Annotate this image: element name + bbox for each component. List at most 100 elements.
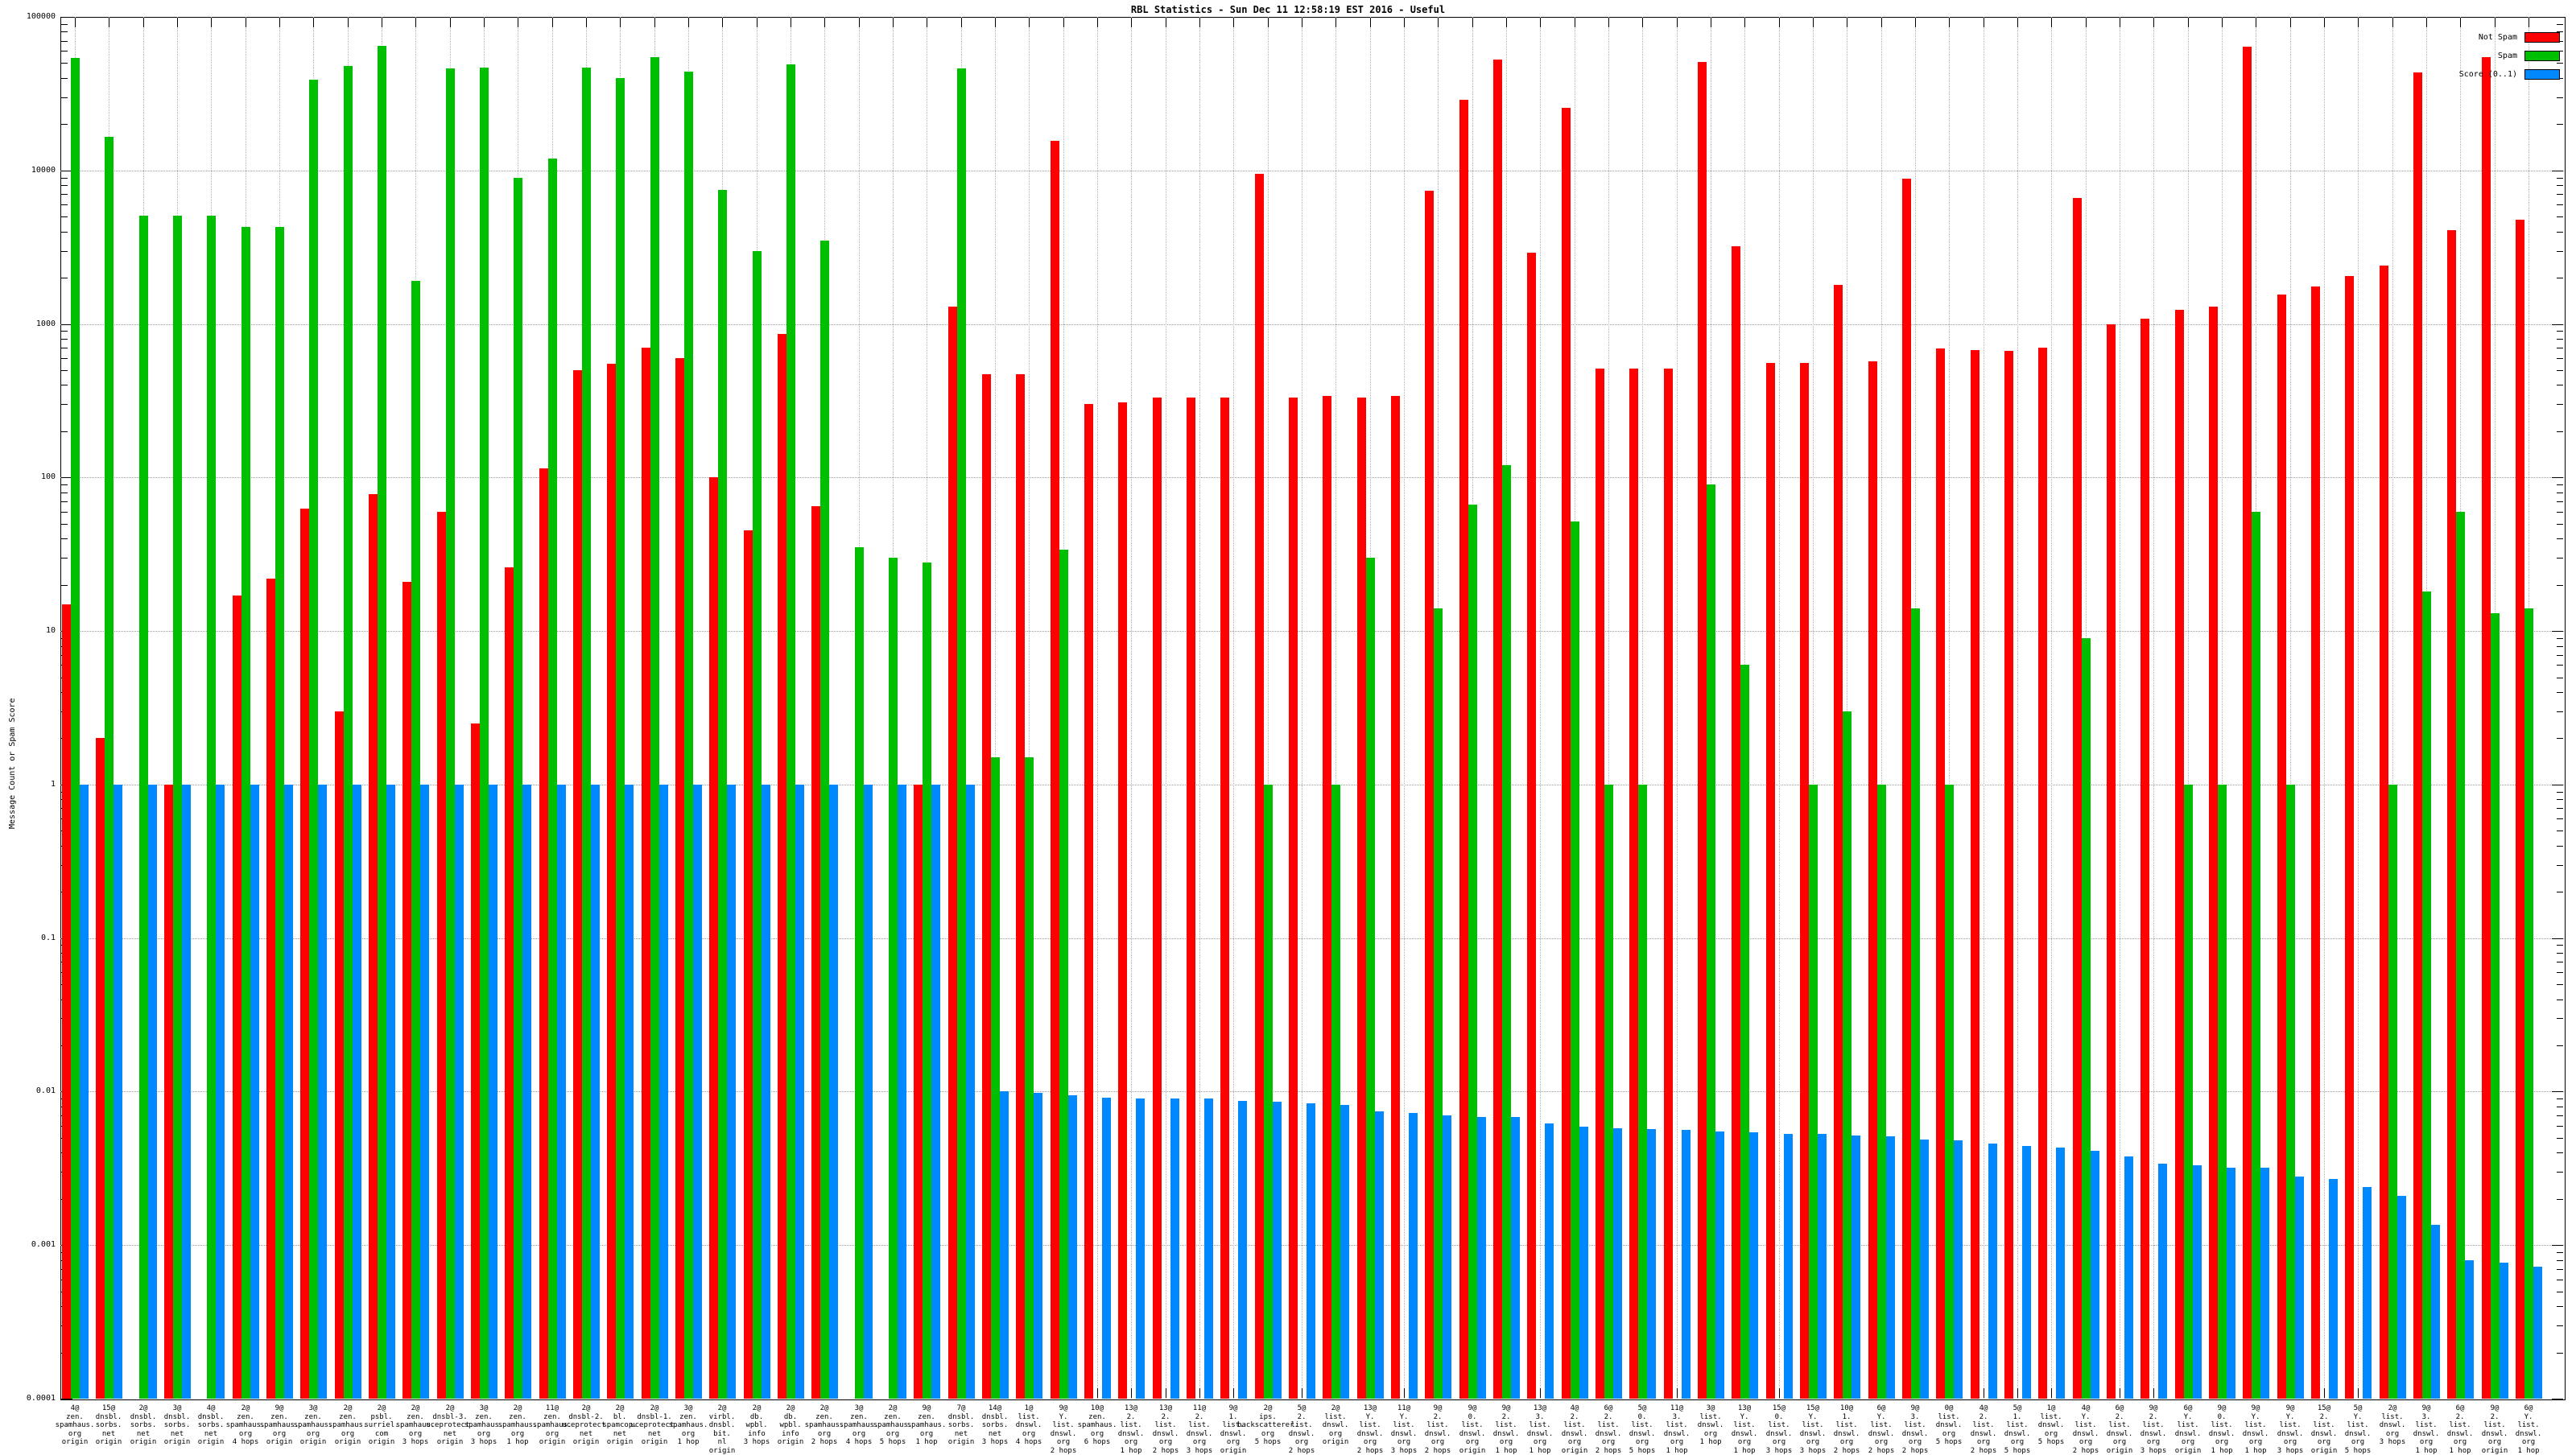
bar-score-0-1 [284,784,293,1399]
x-tick [1949,18,1950,27]
y-minor-tick [2557,331,2563,332]
bar-not-spam [2277,294,2286,1399]
x-tick [1506,18,1507,27]
bar-not-spam [1664,369,1673,1399]
bar-not-spam [1902,179,1911,1399]
bar-not-spam [2243,46,2252,1399]
bar-not-spam [402,581,411,1399]
bar-not-spam [1153,398,1162,1399]
bar-not-spam [1357,398,1366,1399]
y-minor-tick [61,31,68,33]
y-minor-tick [2557,369,2563,371]
bar-score-0-1 [2056,1148,2065,1399]
y-tick-label: 10 [45,626,56,636]
x-tick [2290,18,2291,27]
bar-spam [139,215,148,1399]
x-tick [654,18,655,27]
bar-score-0-1 [1273,1101,1282,1399]
bar-spam [548,158,557,1399]
bar-not-spam [1459,99,1468,1399]
bar-spam [1877,784,1886,1399]
bar-not-spam [1698,61,1707,1399]
bar-spam [855,547,864,1399]
bar-score-0-1 [1511,1117,1520,1399]
x-tick [211,18,212,27]
bar-not-spam [778,334,786,1399]
bar-not-spam [1187,398,1195,1399]
x-tick-label: 2@ db. wpbl. info 3 hops [743,1404,770,1446]
x-tick [2188,18,2189,27]
bar-score-0-1 [1920,1139,1929,1399]
x-tick-label: 2@ ips. backscatterer. org 5 hops [1237,1404,1298,1446]
bar-score-0-1 [829,784,838,1399]
x-tick [1779,1388,1780,1398]
bar-not-spam [1834,284,1843,1399]
x-tick [143,18,144,27]
bar-score-0-1 [1000,1091,1009,1399]
x-gridline [1608,17,1609,1399]
y-minor-tick [61,194,68,196]
y-minor-tick [2557,40,2563,42]
x-tick [2222,18,2223,27]
x-tick [824,18,825,27]
plot-area [60,17,2566,1400]
x-tick-label: 2@ zen. spamhaus. org origin [328,1404,368,1446]
bar-not-spam [62,604,71,1399]
x-tick-label: 2@ dnsbl-1. uceprotect. net origin [630,1404,679,1446]
x-tick [1404,18,1405,27]
bar-score-0-1 [2124,1156,2133,1399]
y-minor-tick [2557,558,2563,559]
bar-score-0-1 [2533,1267,2542,1399]
y-minor-tick [2557,654,2563,656]
x-gridline [1404,17,1405,1399]
y-minor-tick [2557,984,2563,986]
y-minor-tick [61,339,68,340]
bar-not-spam [1562,108,1571,1399]
x-tick [313,18,314,27]
bar-not-spam [573,369,582,1399]
x-gridline [1813,17,1814,1399]
bar-not-spam [164,784,173,1399]
y-minor-tick [61,204,68,206]
bar-spam [684,72,693,1399]
bar-not-spam [948,306,957,1399]
x-tick-label: 2@ dnsbl-2. uceprotect. net origin [562,1404,610,1446]
bar-score-0-1 [114,784,122,1399]
legend-label-spam: Spam [2497,52,2517,60]
bar-score-0-1 [1034,1093,1042,1399]
x-tick [1097,18,1098,27]
y-minor-tick [2557,77,2563,79]
x-gridline [1097,17,1098,1399]
y-gridline [60,1091,2564,1093]
bar-spam [718,189,727,1399]
bar-score-0-1 [250,784,259,1399]
x-tick-label: 0@ list. dnswl. org 5 hops [1935,1404,1963,1446]
legend-item-score: Score (0..1) [2459,69,2560,80]
y-tick [61,17,72,18]
x-gridline [2290,17,2291,1399]
x-tick [552,18,553,27]
bar-not-spam [2447,229,2456,1399]
bar-not-spam [369,493,378,1399]
y-tick-label: 1000 [35,319,56,328]
y-minor-tick [2557,1018,2563,1020]
legend-swatch-score-icon [2524,69,2560,80]
y-minor-tick [61,77,68,79]
bar-score-0-1 [1136,1098,1145,1399]
bar-not-spam [1596,369,1604,1399]
y-minor-tick [2557,711,2563,712]
bar-score-0-1 [1784,1134,1793,1399]
bar-not-spam [1868,361,1877,1399]
y-tick [2552,477,2563,479]
y-tick [2552,1245,2563,1247]
x-gridline [2392,17,2393,1399]
bar-spam [2422,591,2431,1399]
y-minor-tick [2557,637,2563,639]
x-tick [1233,18,1234,27]
bar-spam [957,68,966,1399]
x-tick [688,18,689,27]
x-tick [2324,1388,2325,1398]
x-tick-label: 11@ zen. spamhaus. org origin [532,1404,572,1446]
y-minor-tick [2557,51,2563,52]
x-tick [722,18,723,27]
